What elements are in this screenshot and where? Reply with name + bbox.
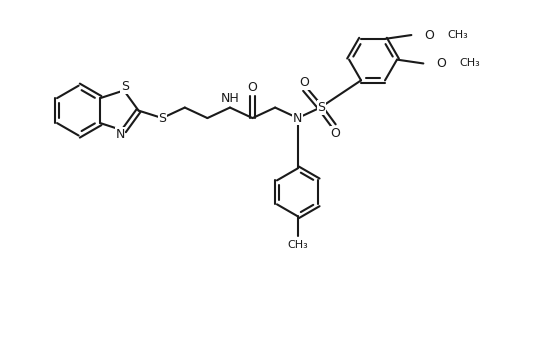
Text: NH: NH	[220, 92, 239, 105]
Text: S: S	[317, 101, 325, 114]
Text: CH₃: CH₃	[447, 30, 468, 40]
Text: O: O	[331, 127, 341, 140]
Text: N: N	[115, 128, 125, 141]
Text: O: O	[248, 81, 258, 94]
Text: N: N	[293, 112, 302, 124]
Text: CH₃: CH₃	[287, 240, 308, 250]
Text: CH₃: CH₃	[460, 58, 480, 69]
Text: S: S	[121, 80, 129, 93]
Text: O: O	[299, 76, 309, 89]
Text: O: O	[437, 57, 446, 70]
Text: O: O	[425, 29, 435, 42]
Text: S: S	[158, 112, 166, 124]
